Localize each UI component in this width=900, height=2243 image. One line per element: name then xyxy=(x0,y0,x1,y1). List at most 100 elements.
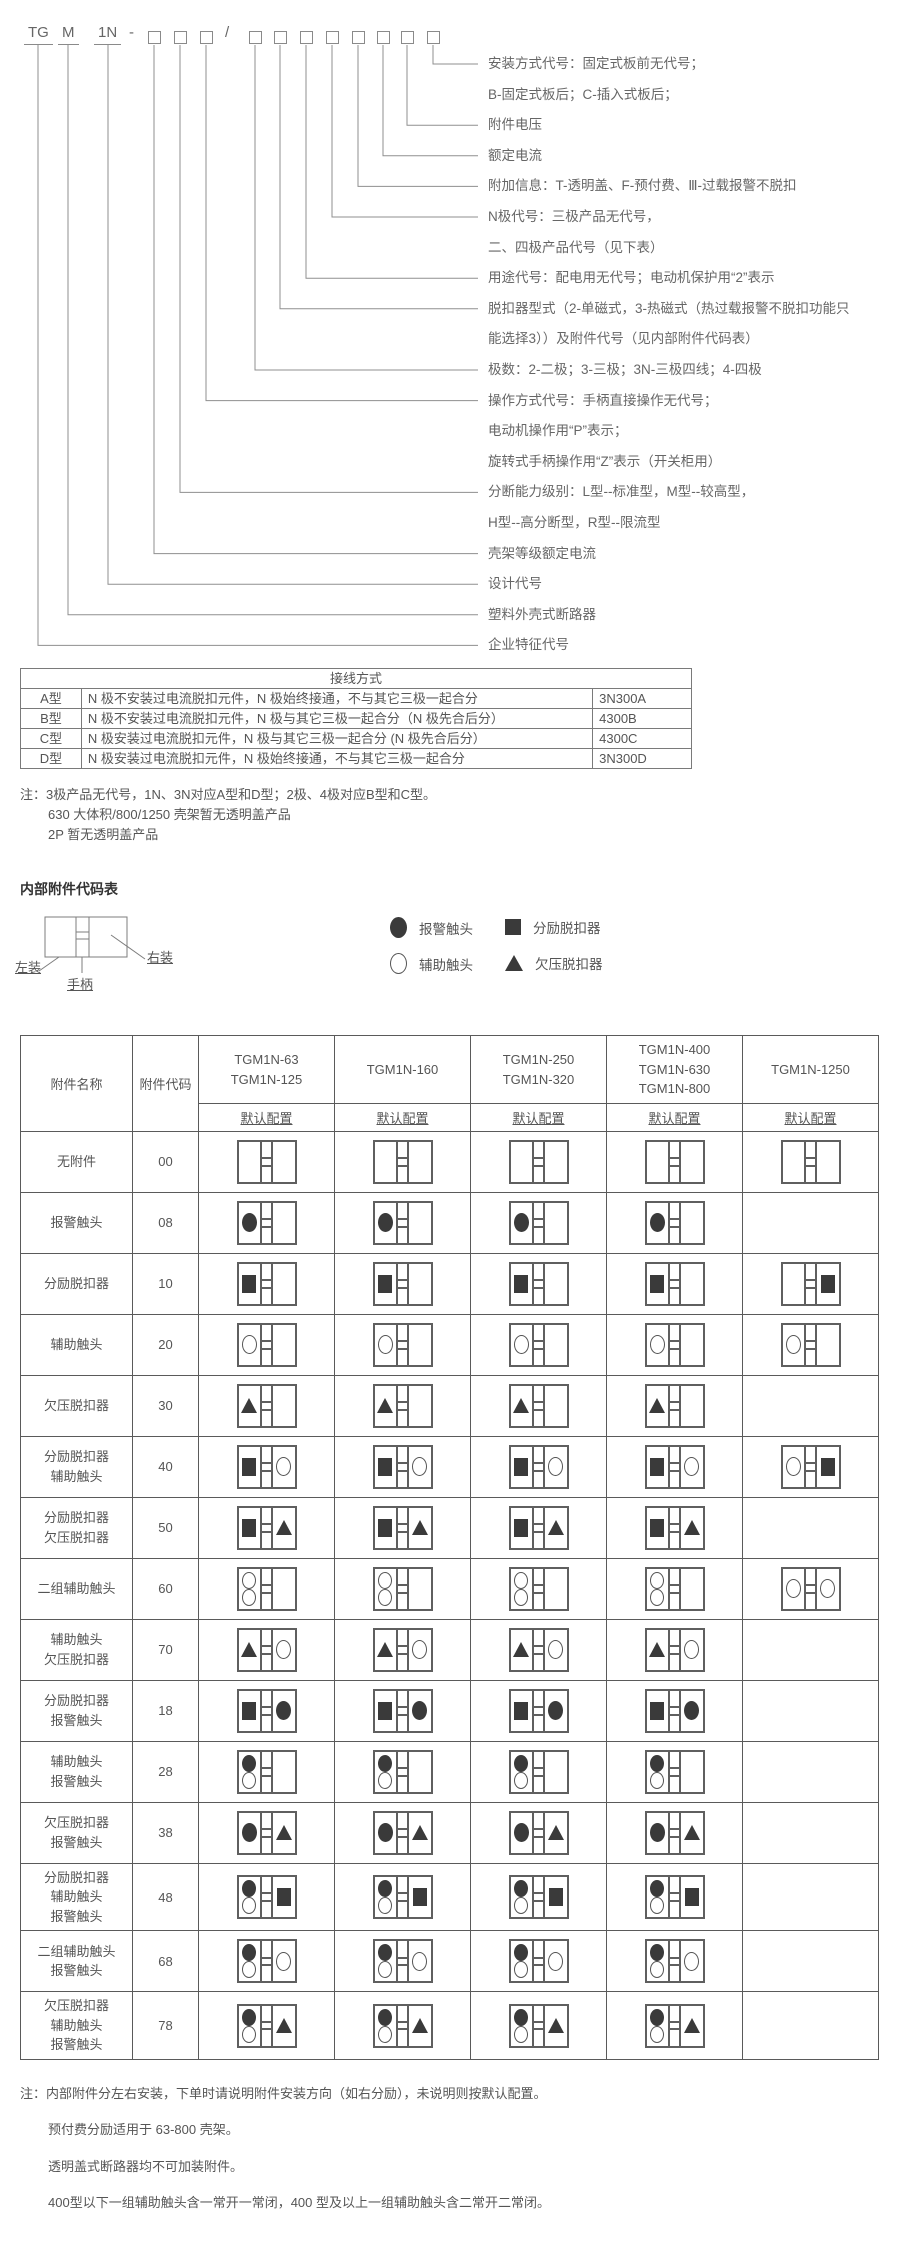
unit-right-slot xyxy=(273,1752,295,1792)
alarm-symbol-icon xyxy=(412,1701,427,1721)
unit-handle xyxy=(261,1385,273,1426)
config-cell xyxy=(742,1991,879,2060)
model-header: TGM1N-400 TGM1N-630 TGM1N-800 xyxy=(606,1035,743,1104)
unit-left-slot xyxy=(239,1385,262,1426)
aux-symbol-icon xyxy=(242,1588,256,1606)
config-unit xyxy=(236,1200,297,1245)
config-unit xyxy=(236,1566,297,1611)
config-unit xyxy=(372,1939,433,1984)
subheader-row: 默认配置 默认配置 默认配置 默认配置 默认配置 xyxy=(21,1102,879,1132)
accessory-name: 辅助触头 xyxy=(20,1313,133,1376)
legend-label: 辅助触头 xyxy=(419,957,473,973)
shunt-symbol-icon xyxy=(650,1518,664,1537)
aux-symbol-icon xyxy=(684,1457,699,1477)
aux-symbol-icon xyxy=(785,1335,801,1355)
wiring-row: D型 N 极安装过电流脱扣元件，N 极始终接通，不与其它三极一起合分 3N300D xyxy=(20,748,692,769)
config-unit xyxy=(236,1749,297,1794)
unit-left-slot xyxy=(511,1324,534,1365)
unit-handle xyxy=(533,1263,545,1304)
unit-right-slot xyxy=(409,1508,431,1548)
unit-left-slot xyxy=(511,1751,534,1792)
default-config-header: 默认配置 xyxy=(606,1102,743,1132)
accessory-code: 60 xyxy=(132,1557,199,1620)
config-cell xyxy=(606,1435,743,1498)
shunt-symbol-icon xyxy=(242,1518,256,1537)
config-cell xyxy=(470,1435,607,1498)
config-cell xyxy=(470,1862,607,1932)
unit-left-slot xyxy=(239,1629,262,1670)
unit-right-slot xyxy=(273,1691,295,1731)
wiring-title-row: 接线方式 xyxy=(20,668,692,689)
unit-handle xyxy=(533,1507,545,1548)
config-cell xyxy=(606,1557,743,1620)
unit-handle xyxy=(261,1446,273,1487)
config-cell xyxy=(742,1496,879,1559)
config-unit xyxy=(780,1322,841,1367)
unit-right-slot xyxy=(409,1264,431,1304)
unit-left-slot xyxy=(511,2005,534,2046)
accessory-code: 20 xyxy=(132,1313,199,1376)
aux-symbol-icon xyxy=(548,1457,563,1477)
unit-handle xyxy=(533,1141,545,1182)
unit-right-slot xyxy=(545,1325,567,1365)
unit-left-slot xyxy=(647,1751,670,1792)
legend-item: 辅助触头 xyxy=(390,953,473,975)
config-unit xyxy=(372,1383,433,1428)
config-cell xyxy=(198,1679,335,1742)
name-header: 附件名称 xyxy=(20,1035,133,1132)
unit-right-slot xyxy=(545,1447,567,1487)
unit-left-slot xyxy=(511,1141,534,1182)
unit-right-slot xyxy=(409,1752,431,1792)
uv-symbol-icon xyxy=(683,1825,700,1841)
uv-symbol-icon xyxy=(649,1398,665,1414)
alarm-symbol-icon xyxy=(242,1754,256,1772)
unit-right-slot xyxy=(409,1691,431,1731)
connector-lines xyxy=(37,45,478,646)
config-cell xyxy=(470,1374,607,1437)
config-cell xyxy=(742,1862,879,1932)
unit-handle xyxy=(669,1263,681,1304)
config-cell xyxy=(198,1435,335,1498)
unit-right-slot xyxy=(409,1941,431,1981)
config-unit xyxy=(780,1566,841,1611)
config-cell xyxy=(742,1313,879,1376)
aux-symbol-icon xyxy=(650,1771,664,1789)
unit-right-slot xyxy=(681,1203,703,1243)
unit-handle xyxy=(805,1446,817,1487)
unit-left-slot xyxy=(375,1568,398,1609)
unit-handle xyxy=(669,1324,681,1365)
unit-handle xyxy=(669,1690,681,1731)
config-unit xyxy=(644,1444,705,1489)
config-cell xyxy=(742,1130,879,1193)
accessory-name: 分励脱扣器 辅助触头 xyxy=(20,1435,133,1498)
unit-right-slot xyxy=(817,1447,839,1487)
wiring-row: A型 N 极不安装过电流脱扣元件，N 极始终接通，不与其它三极一起合分 3N300A xyxy=(20,688,692,709)
accessory-row: 欠压脱扣器 辅助触头 报警触头 78 xyxy=(20,1991,879,2060)
shunt-symbol-icon xyxy=(820,1457,835,1476)
unit-left-slot xyxy=(375,1141,398,1182)
uv-symbol-icon xyxy=(275,1825,292,1841)
aux-symbol-icon xyxy=(412,1640,427,1660)
config-unit xyxy=(644,1749,705,1794)
config-unit xyxy=(780,1261,841,1306)
config-unit xyxy=(236,2003,297,2048)
aux-symbol-icon xyxy=(684,1951,699,1971)
accessory-name: 分励脱扣器 报警触头 xyxy=(20,1679,133,1742)
alarm-symbol-icon xyxy=(684,1701,699,1721)
config-unit xyxy=(236,1939,297,1984)
unit-right-slot xyxy=(409,1630,431,1670)
alarm-symbol-icon xyxy=(377,1823,393,1843)
wiring-code: 4300C xyxy=(592,728,692,749)
config-cell xyxy=(198,1313,335,1376)
unit-right-slot xyxy=(545,1630,567,1670)
unit-right-slot xyxy=(545,1941,567,1981)
unit-left-slot xyxy=(647,1812,670,1853)
accessory-code: 28 xyxy=(132,1740,199,1803)
config-unit xyxy=(236,1810,297,1855)
config-unit xyxy=(372,1627,433,1672)
header-row: 附件名称 附件代码 TGM1N-63 TGM1N-125 TGM1N-160 TGM1N-… xyxy=(20,1035,879,1132)
unit-right-slot xyxy=(545,1752,567,1792)
unit-left-slot xyxy=(783,1568,806,1609)
footer-note: 透明盖式断路器均不可加装附件。 xyxy=(48,2158,244,2174)
code-meaning-label: N极代号：三极产品无代号， xyxy=(488,209,660,224)
